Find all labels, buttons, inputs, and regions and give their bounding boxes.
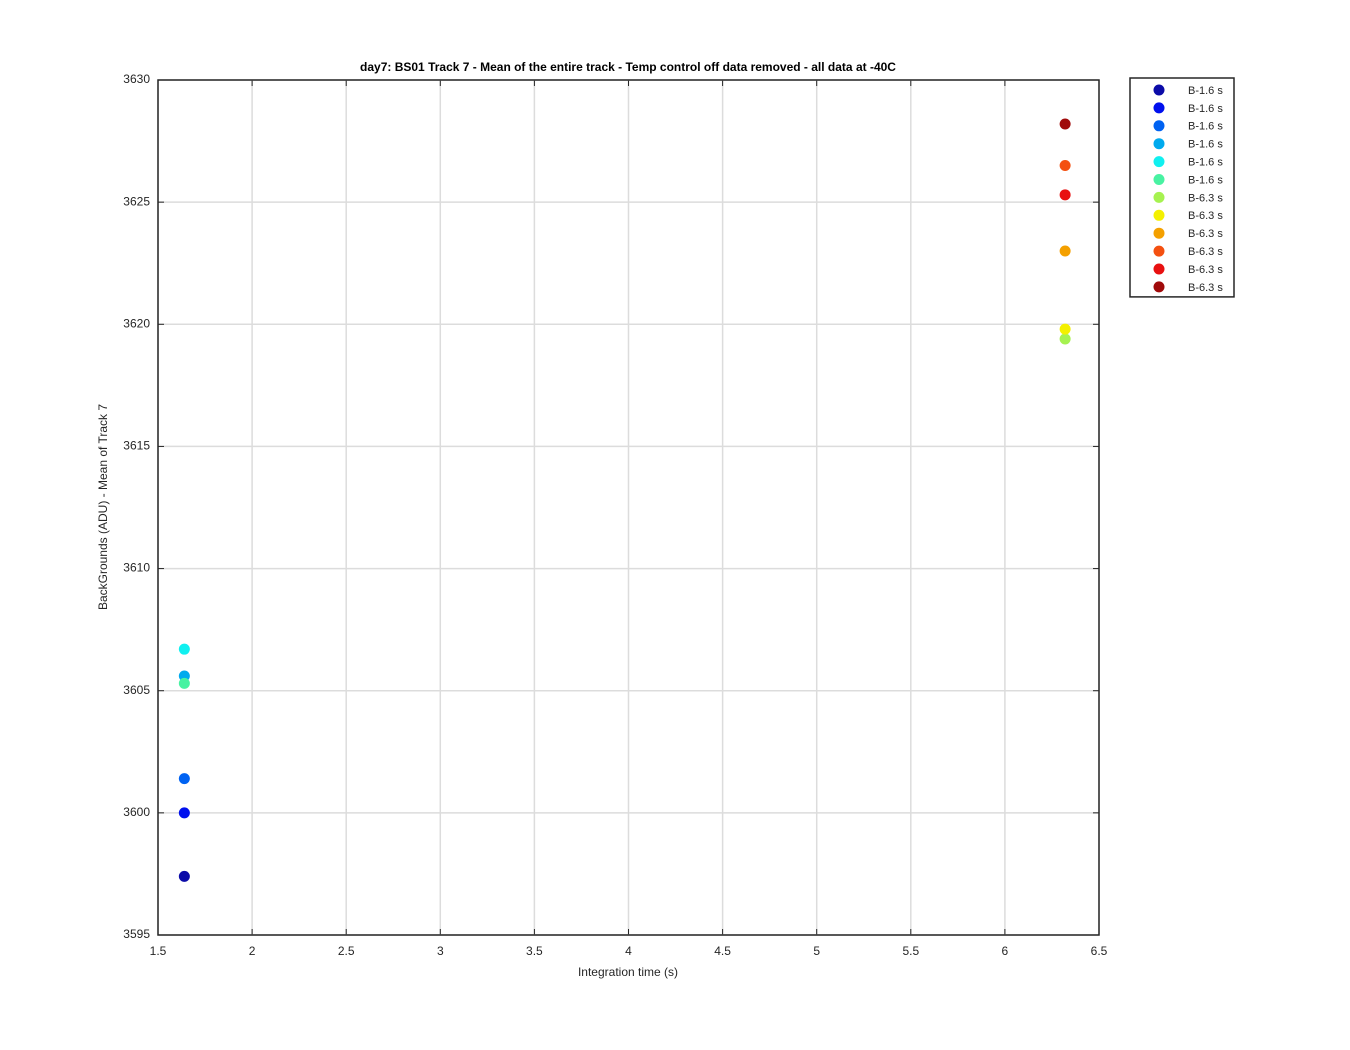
x-tick-label: 5.5 bbox=[902, 944, 919, 958]
legend-label: B-1.6 s bbox=[1188, 139, 1223, 151]
y-tick-label: 3620 bbox=[123, 316, 150, 330]
legend-label: B-1.6 s bbox=[1188, 103, 1223, 115]
x-tick-label: 4.5 bbox=[714, 944, 731, 958]
legend-label: B-6.3 s bbox=[1188, 282, 1223, 294]
point bbox=[1059, 245, 1071, 257]
legend-label: B-6.3 s bbox=[1188, 246, 1223, 258]
legend-marker bbox=[1153, 245, 1165, 257]
point bbox=[178, 807, 190, 819]
legend-marker bbox=[1153, 102, 1165, 114]
x-tick-label: 2 bbox=[249, 944, 256, 958]
x-tick-label: 6.5 bbox=[1091, 944, 1108, 958]
y-tick-label: 3615 bbox=[123, 439, 150, 453]
legend-label: B-6.3 s bbox=[1188, 264, 1223, 276]
y-tick-label: 3625 bbox=[123, 194, 150, 208]
legend-marker bbox=[1153, 263, 1165, 275]
y-tick-label: 3610 bbox=[123, 561, 150, 575]
chart-title: day7: BS01 Track 7 - Mean of the entire … bbox=[360, 60, 896, 74]
x-tick-label: 2.5 bbox=[338, 944, 355, 958]
point bbox=[1059, 118, 1071, 130]
y-tick-label: 3630 bbox=[123, 72, 150, 86]
legend-label: B-6.3 s bbox=[1188, 192, 1223, 204]
x-tick-label: 1.5 bbox=[150, 944, 167, 958]
point bbox=[1059, 333, 1071, 345]
point bbox=[178, 643, 190, 655]
legend-marker bbox=[1153, 227, 1165, 239]
x-axis-label: Integration time (s) bbox=[578, 965, 678, 979]
x-tick-label: 4 bbox=[625, 944, 632, 958]
legend-marker bbox=[1153, 84, 1165, 96]
legend-marker bbox=[1153, 174, 1165, 185]
legend-label: B-1.6 s bbox=[1188, 85, 1223, 97]
legend-marker bbox=[1153, 156, 1165, 168]
legend-label: B-1.6 s bbox=[1188, 121, 1223, 133]
legend-box bbox=[1129, 77, 1235, 298]
point bbox=[1059, 323, 1071, 335]
legend-marker bbox=[1153, 138, 1165, 150]
legend-marker bbox=[1153, 209, 1165, 221]
y-tick-label: 3605 bbox=[123, 683, 150, 697]
legend-marker bbox=[1153, 191, 1165, 203]
x-tick-label: 3 bbox=[437, 944, 444, 958]
legend-label: B-6.3 s bbox=[1188, 228, 1223, 240]
x-tick-label: 6 bbox=[1002, 944, 1009, 958]
legend-marker bbox=[1153, 281, 1165, 293]
x-tick-label: 5 bbox=[813, 944, 820, 958]
y-tick-label: 3600 bbox=[123, 805, 150, 819]
point bbox=[178, 870, 190, 882]
legend-label: B-1.6 s bbox=[1188, 174, 1223, 186]
y-axis-label: BackGrounds (ADU) - Mean of Track 7 bbox=[96, 404, 110, 610]
legend-label: B-1.6 s bbox=[1188, 157, 1223, 169]
legend-label: B-6.3 s bbox=[1188, 210, 1223, 222]
point bbox=[178, 773, 190, 785]
point bbox=[1059, 189, 1071, 201]
axes-box bbox=[157, 79, 1100, 936]
x-tick-label: 3.5 bbox=[526, 944, 543, 958]
y-tick-label: 3595 bbox=[123, 927, 150, 941]
point bbox=[178, 677, 190, 689]
point bbox=[1059, 160, 1071, 171]
legend-marker bbox=[1153, 120, 1165, 132]
